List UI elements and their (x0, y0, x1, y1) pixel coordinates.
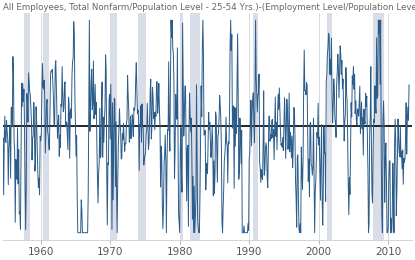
Bar (180, 12, 183, 240)
Text: All Employees, Total Nonfarm/Population Level - 25-54 Yrs.)-(Employment Level/Po: All Employees, Total Nonfarm/Population … (3, 3, 415, 12)
Bar (327, 12, 332, 240)
Bar (374, 12, 384, 240)
Bar (24, 12, 30, 240)
Bar (43, 12, 49, 240)
Bar (110, 12, 117, 240)
Bar (253, 12, 258, 240)
Bar (137, 12, 146, 240)
Bar (190, 12, 200, 240)
